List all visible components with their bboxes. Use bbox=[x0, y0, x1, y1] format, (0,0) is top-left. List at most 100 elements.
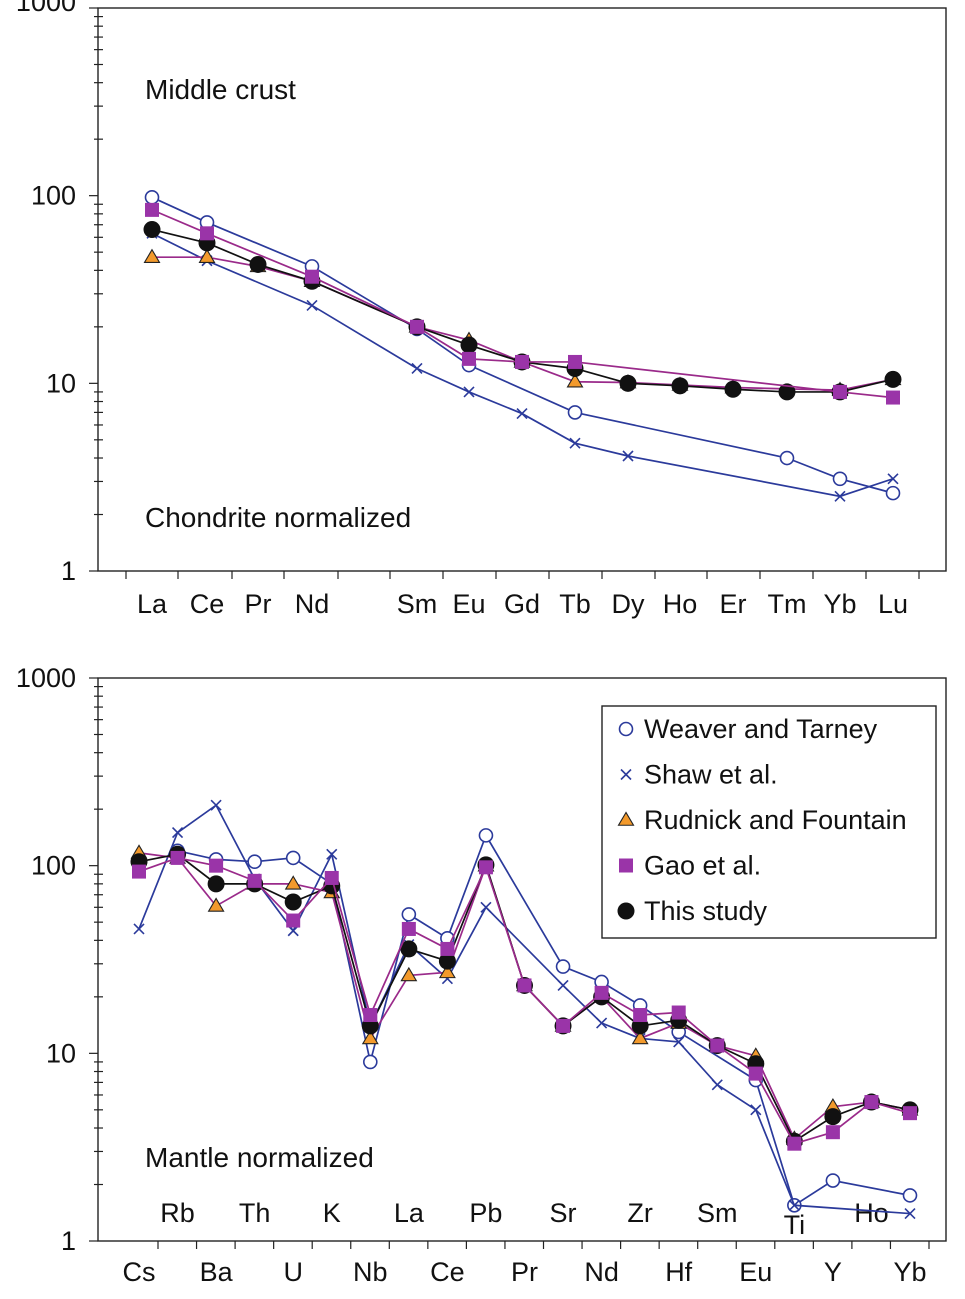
data-point-this-study-ba bbox=[207, 875, 225, 893]
legend-box bbox=[601, 705, 937, 939]
y-tick-label: 1000 bbox=[16, 663, 76, 693]
series-this-study bbox=[143, 221, 902, 401]
data-point-shaw-et-al-hf bbox=[673, 1036, 685, 1048]
legend-marker-this-study bbox=[617, 902, 635, 920]
data-point-shaw-et-al-rb bbox=[171, 827, 184, 839]
data-point-this-study-er bbox=[724, 380, 742, 398]
x-axis: Cs Ba U Nb Ce Pr Nd Hf Eu Y Yb Rb Th K La Pb Sr Zr Sm Ti Ho bbox=[123, 1198, 930, 1287]
x-tick-label-nb: Nb bbox=[353, 1257, 388, 1287]
x-tick-label-sm: Sm bbox=[397, 589, 438, 619]
chondrite-normalized-plot: 1 10 100 1000 La Ce Pr Nd Sm Eu Gd Tb Dy Ho Er Tm Yb Lu Mi… bbox=[16, 0, 947, 619]
data-point-gao-et-al-zr bbox=[633, 1008, 648, 1023]
x-tick-label-cs: Cs bbox=[123, 1257, 156, 1287]
data-point-shaw-et-al-sm bbox=[411, 362, 423, 375]
data-point-shaw-et-al-sm-stroke-b bbox=[411, 362, 423, 375]
series-gao-et-al bbox=[132, 850, 917, 1151]
y-tick-label: 100 bbox=[31, 851, 76, 881]
data-point-rudnick-and-fountain-ce bbox=[438, 963, 456, 979]
data-point-gao-et-al-pb bbox=[478, 860, 493, 875]
x-tick-label-ce: Ce bbox=[430, 1257, 465, 1287]
data-point-shaw-et-al-sr-stroke-b bbox=[557, 979, 569, 992]
data-point-rudnick-and-fountain-nb bbox=[361, 1029, 379, 1045]
data-point-shaw-et-al-lu bbox=[887, 473, 899, 485]
data-point-rudnick-and-fountain-ce bbox=[198, 248, 216, 264]
mantle-normalized-plot: 1 10 100 1000 Cs Ba U Nb Ce Pr Nd Hf Eu Y Yb Rb Th K La Pb S… bbox=[16, 663, 947, 1287]
data-point-gao-et-al-ba bbox=[209, 858, 224, 873]
data-point-this-study-la bbox=[143, 221, 161, 239]
data-point-this-study-la bbox=[400, 940, 418, 958]
legend-label-gao-et-al: Gao et al. bbox=[644, 851, 761, 881]
data-point-shaw-et-al-eu bbox=[750, 1104, 762, 1116]
data-point-gao-et-al-ce bbox=[440, 941, 455, 956]
data-point-rudnick-and-fountain-zr bbox=[631, 1029, 649, 1045]
legend-marker-rudnick-and-fountain bbox=[617, 811, 635, 826]
data-point-weaver-and-tarney-pb bbox=[478, 828, 494, 843]
x-tick-label-yb: Yb bbox=[823, 589, 856, 619]
data-point-shaw-et-al-nd-stroke-b bbox=[596, 1017, 608, 1029]
data-point-gao-et-al-nd bbox=[594, 985, 609, 1000]
data-point-gao-et-al-eu bbox=[748, 1066, 763, 1081]
data-point-this-study-pr bbox=[249, 255, 267, 273]
data-point-shaw-et-al-yb bbox=[904, 1208, 916, 1220]
data-point-shaw-et-al-yb bbox=[834, 490, 846, 502]
data-point-gao-et-al-pr bbox=[517, 978, 532, 993]
data-point-gao-et-al-sm bbox=[410, 319, 424, 334]
data-point-weaver-and-tarney-lu bbox=[885, 485, 901, 501]
data-point-shaw-et-al-dy-stroke-b bbox=[622, 450, 634, 462]
data-point-shaw-et-al-ba bbox=[210, 799, 222, 811]
legend-marker-weaver-and-tarney bbox=[618, 721, 634, 737]
x-tick-label-eu: Eu bbox=[739, 1257, 772, 1287]
annotation-mantle-normalized: Mantle normalized bbox=[145, 1142, 374, 1173]
y-tick-label: 1000 bbox=[16, 0, 76, 17]
data-point-gao-et-al-ti bbox=[787, 1136, 802, 1151]
data-point-weaver-and-tarney-u bbox=[285, 850, 301, 866]
data-point-shaw-et-al-k-stroke-b bbox=[326, 848, 338, 860]
data-point-shaw-et-al-ti bbox=[788, 1199, 800, 1211]
data-point-gao-et-al-k bbox=[324, 870, 339, 885]
x-axis: La Ce Pr Nd Sm Eu Gd Tb Dy Ho Er Tm Yb Lu bbox=[125, 571, 920, 619]
data-point-rudnick-and-fountain-tb bbox=[566, 373, 584, 388]
inner-element-label-rb: Rb bbox=[160, 1198, 195, 1228]
x-tick-label-dy: Dy bbox=[612, 589, 645, 619]
inner-element-label-th: Th bbox=[239, 1198, 271, 1228]
data-point-weaver-and-tarney-tm bbox=[779, 450, 795, 466]
data-point-weaver-and-tarney-nb bbox=[362, 1054, 378, 1070]
data-point-gao-et-al-yb bbox=[903, 1106, 917, 1121]
data-point-this-study-eu bbox=[460, 336, 478, 354]
x-tick-label-tm: Tm bbox=[768, 589, 807, 619]
x-tick-label-y: Y bbox=[824, 1257, 842, 1287]
data-point-weaver-and-tarney-y bbox=[825, 1173, 841, 1188]
x-tick-label-ho: Ho bbox=[663, 589, 698, 619]
x-tick-label-gd: Gd bbox=[504, 589, 540, 619]
x-tick-label-er: Er bbox=[720, 589, 747, 619]
data-point-this-study-lu bbox=[884, 370, 902, 388]
inner-element-label-k: K bbox=[323, 1198, 341, 1228]
y-axis: 1 10 100 1000 bbox=[16, 0, 103, 586]
series-line-shaw-et-al bbox=[151, 232, 894, 498]
data-point-shaw-et-al-ba-stroke-b bbox=[210, 799, 222, 811]
data-point-shaw-et-al-sr bbox=[557, 979, 569, 992]
data-point-gao-et-al-th bbox=[247, 873, 262, 888]
y-tick-label: 1 bbox=[61, 1226, 76, 1256]
data-point-weaver-and-tarney-yb bbox=[902, 1188, 918, 1203]
data-point-gao-et-al-y bbox=[825, 1125, 840, 1140]
data-point-gao-et-al-sm bbox=[710, 1038, 725, 1053]
data-point-shaw-et-al-cs-stroke-b bbox=[133, 923, 145, 935]
data-point-gao-et-al-eu bbox=[462, 351, 476, 366]
data-point-this-study-ho bbox=[671, 377, 689, 395]
series-weaver-and-tarney bbox=[144, 190, 901, 501]
data-point-this-study-tm bbox=[778, 383, 796, 401]
data-point-gao-et-al-la bbox=[401, 921, 416, 936]
x-tick-label-nd: Nd bbox=[295, 589, 330, 619]
data-point-shaw-et-al-gd bbox=[516, 408, 528, 420]
x-tick-label-yb: Yb bbox=[893, 1257, 926, 1287]
data-point-gao-et-al-nb bbox=[363, 1008, 378, 1023]
inner-element-label-zr: Zr bbox=[627, 1198, 652, 1228]
data-point-gao-et-al-ho bbox=[864, 1095, 879, 1110]
y-tick-label: 10 bbox=[46, 1038, 76, 1068]
inner-element-label-ti: Ti bbox=[784, 1210, 806, 1240]
plot-frame bbox=[97, 7, 947, 572]
data-point-this-study-y bbox=[824, 1108, 842, 1126]
data-point-weaver-and-tarney-la bbox=[144, 190, 160, 205]
data-point-shaw-et-al-cs bbox=[133, 923, 145, 935]
